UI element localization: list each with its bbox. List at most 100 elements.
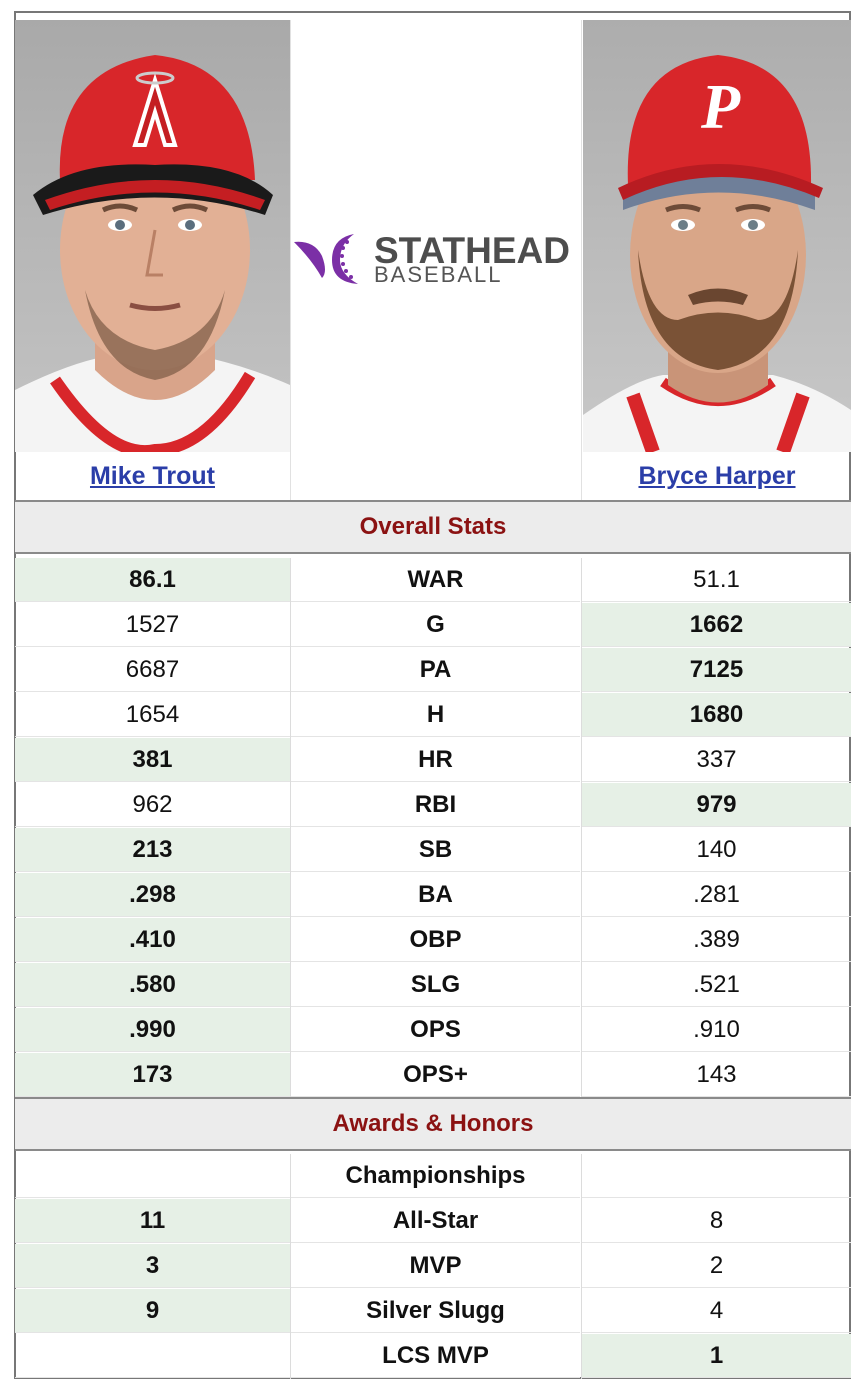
stat-value-right — [582, 1154, 851, 1198]
column-divider — [581, 918, 582, 963]
stat-value-right: .389 — [582, 918, 851, 962]
column-divider — [581, 1334, 582, 1379]
column-divider — [290, 693, 291, 738]
stat-value-left: 86.1 — [15, 558, 290, 602]
stat-value-right: .281 — [582, 873, 851, 917]
stat-value-left — [15, 1334, 290, 1378]
logo-wordmark: STATHEAD — [374, 230, 570, 271]
stat-row: 962 RBI 979 — [15, 783, 851, 828]
section-title-overall: Overall Stats — [359, 513, 507, 540]
stat-row: .990 OPS .910 — [15, 1008, 851, 1053]
column-divider — [581, 1244, 582, 1289]
stat-value-right: .910 — [582, 1008, 851, 1052]
column-divider — [581, 828, 582, 873]
stat-value-left — [15, 1154, 290, 1198]
stat-row: LCS MVP 1 — [15, 1334, 851, 1379]
stathead-logo[interactable]: STATHEAD BASEBALL — [292, 226, 582, 288]
column-divider — [581, 1199, 582, 1244]
column-divider — [581, 873, 582, 918]
stat-value-right: 2 — [582, 1244, 851, 1288]
stat-value-left: 213 — [15, 828, 290, 872]
column-divider — [290, 603, 291, 648]
column-divider — [581, 558, 582, 603]
stat-value-right: 1662 — [582, 603, 851, 647]
stat-value-left: 3 — [15, 1244, 290, 1288]
stat-value-left: .410 — [15, 918, 290, 962]
column-divider — [581, 693, 582, 738]
stat-label: PA — [291, 648, 580, 692]
column-divider — [290, 1008, 291, 1053]
stat-label: G — [291, 603, 580, 647]
section-header-overall: Overall Stats — [15, 500, 851, 554]
stat-value-right: 143 — [582, 1053, 851, 1097]
stat-label: LCS MVP — [291, 1334, 580, 1378]
player-link-right[interactable]: Bryce Harper — [638, 461, 796, 490]
stat-row: 3 MVP 2 — [15, 1244, 851, 1289]
stat-label: Championships — [291, 1154, 580, 1198]
header-divider-right — [581, 20, 582, 500]
stat-label: SLG — [291, 963, 580, 1007]
stat-value-right: 4 — [582, 1289, 851, 1333]
stat-row: 86.1 WAR 51.1 — [15, 558, 851, 603]
column-divider — [581, 783, 582, 828]
svg-text:P: P — [700, 71, 741, 142]
stat-value-right: 979 — [582, 783, 851, 827]
stat-label: H — [291, 693, 580, 737]
stat-label: MVP — [291, 1244, 580, 1288]
player-headshot-right: P — [583, 20, 851, 452]
stat-value-right: 140 — [582, 828, 851, 872]
player-photo-right[interactable]: P — [583, 20, 851, 452]
column-divider — [581, 1289, 582, 1334]
stat-row: 9 Silver Slugg 4 — [15, 1289, 851, 1334]
header-divider-left — [290, 20, 291, 500]
column-divider — [290, 558, 291, 603]
stat-label: OPS+ — [291, 1053, 580, 1097]
stat-value-right: 7125 — [582, 648, 851, 692]
stat-label: HR — [291, 738, 580, 782]
player-link-left[interactable]: Mike Trout — [89, 461, 215, 490]
column-divider — [581, 648, 582, 693]
stat-value-right: 8 — [582, 1199, 851, 1243]
stat-value-left: 9 — [15, 1289, 290, 1333]
stat-value-right: .521 — [582, 963, 851, 1007]
stat-label: RBI — [291, 783, 580, 827]
stat-value-left: 6687 — [15, 648, 290, 692]
stat-label: BA — [291, 873, 580, 917]
column-divider — [290, 1199, 291, 1244]
stat-row: 11 All-Star 8 — [15, 1199, 851, 1244]
stat-label: OPS — [291, 1008, 580, 1052]
column-divider — [581, 738, 582, 783]
stat-label: SB — [291, 828, 580, 872]
section-header-awards: Awards & Honors — [15, 1097, 851, 1151]
stat-value-right: 1 — [582, 1334, 851, 1378]
stat-label: Silver Slugg — [291, 1289, 580, 1333]
stat-label: OBP — [291, 918, 580, 962]
column-divider — [290, 828, 291, 873]
column-divider — [290, 738, 291, 783]
stat-value-left: 173 — [15, 1053, 290, 1097]
column-divider — [290, 1289, 291, 1334]
stat-row: Championships — [15, 1154, 851, 1199]
stat-label: All-Star — [291, 1199, 580, 1243]
stat-value-left: 381 — [15, 738, 290, 782]
stat-row: 1654 H 1680 — [15, 693, 851, 738]
column-divider — [581, 1008, 582, 1053]
stat-row: 173 OPS+ 143 — [15, 1053, 851, 1098]
stat-value-left: 962 — [15, 783, 290, 827]
stathead-logo-icon — [294, 234, 358, 284]
logo-subtitle: BASEBALL — [374, 262, 503, 287]
column-divider — [290, 1154, 291, 1199]
column-divider — [290, 963, 291, 1008]
stat-value-left: 1527 — [15, 603, 290, 647]
column-divider — [290, 1244, 291, 1289]
stat-row: 213 SB 140 — [15, 828, 851, 873]
player-photo-left[interactable] — [15, 20, 290, 452]
player-name-cell-left: Mike Trout — [15, 452, 290, 500]
stat-row: .298 BA .281 — [15, 873, 851, 918]
stat-row: 1527 G 1662 — [15, 603, 851, 648]
column-divider — [290, 1334, 291, 1379]
column-divider — [290, 918, 291, 963]
column-divider — [290, 873, 291, 918]
column-divider — [581, 1154, 582, 1199]
player-name-cell-right: Bryce Harper — [583, 452, 851, 500]
